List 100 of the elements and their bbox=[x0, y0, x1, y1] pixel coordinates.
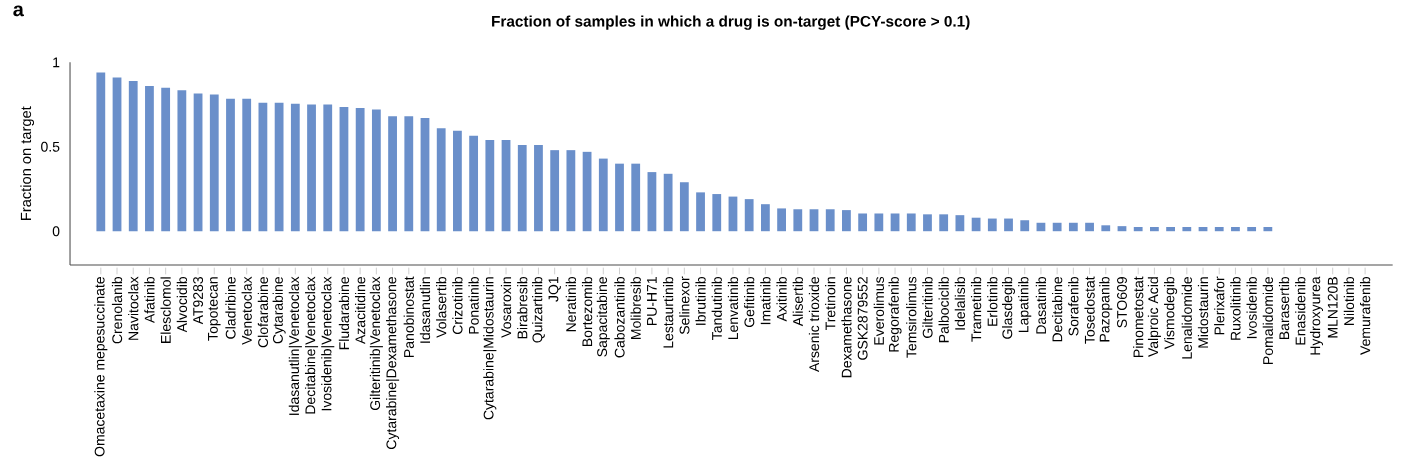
bar bbox=[226, 98, 235, 232]
x-tick-label: Clofarabine bbox=[257, 277, 269, 348]
bar bbox=[858, 213, 868, 232]
bar bbox=[1214, 226, 1224, 232]
x-tick-label: Ivosidenib bbox=[1246, 276, 1257, 339]
x-tick-label: Hydroxyurea bbox=[1309, 276, 1324, 355]
bar bbox=[598, 158, 608, 232]
x-tick-label: Cytarabine|Dexamethasone bbox=[386, 277, 400, 449]
bar bbox=[161, 87, 171, 232]
x-tick-label: Bortezomib bbox=[581, 276, 593, 347]
bar bbox=[663, 173, 673, 232]
x-tick-label: Lapatinib bbox=[1018, 276, 1032, 333]
bar bbox=[1166, 226, 1176, 232]
x-tick-label: Birabresib bbox=[517, 276, 528, 339]
x-tick-label: Cytarabine bbox=[272, 277, 286, 344]
bar bbox=[582, 151, 592, 232]
x-tick-label: Crenolanib bbox=[111, 276, 123, 344]
x-tick-label: Fludarabine bbox=[338, 277, 350, 350]
x-tick-label: Dexamethasone bbox=[841, 277, 852, 378]
x-tick-label: Tretinoin bbox=[825, 277, 836, 330]
x-tick-label: Imatinib bbox=[760, 276, 771, 325]
text: a bbox=[13, 5, 24, 17]
bar bbox=[809, 209, 819, 232]
bar bbox=[1133, 226, 1143, 232]
x-tick-label: Erlotinib bbox=[987, 276, 998, 326]
x-tick-label: Venetoclax bbox=[241, 276, 252, 345]
bar bbox=[906, 213, 916, 232]
bar bbox=[96, 72, 106, 232]
x-tick-label: AT9283 bbox=[193, 276, 204, 325]
bar bbox=[1004, 218, 1013, 232]
x-tick-label: Ivosidenib|Venetoclax bbox=[321, 276, 335, 411]
bar bbox=[615, 163, 624, 232]
bar bbox=[1101, 225, 1111, 232]
x-tick-label: Ruxolitinib bbox=[1230, 276, 1241, 340]
x-tick-label: Cabozantinib bbox=[614, 276, 625, 358]
x-tick-label: Plerixafor bbox=[1214, 276, 1225, 335]
x-tick-label: Lestaurtinib bbox=[662, 276, 674, 348]
bar bbox=[550, 150, 560, 232]
bar bbox=[501, 140, 511, 232]
x-tick-label: Molibresib bbox=[630, 276, 641, 340]
x-tick-label: Cladribine bbox=[225, 277, 236, 339]
bar bbox=[274, 102, 284, 232]
bar bbox=[355, 107, 365, 232]
y-tick-label: 1 bbox=[53, 57, 60, 68]
bar bbox=[842, 210, 851, 232]
x-tick-label: Vosaroxin bbox=[500, 277, 512, 338]
x-tick-label: Ibrutinib bbox=[695, 276, 706, 325]
bar bbox=[1231, 226, 1240, 232]
x-tick-label: Idasanutlin bbox=[419, 277, 431, 343]
x-tick-label: Palbociclib bbox=[938, 276, 949, 343]
x-tick-label: Glasdegib bbox=[1001, 276, 1016, 339]
x-tick-label: Afatinib bbox=[144, 276, 155, 324]
bar bbox=[1020, 220, 1030, 232]
x-tick-label: Neratinib bbox=[565, 276, 577, 332]
bar bbox=[469, 135, 479, 232]
bar bbox=[939, 214, 949, 232]
x-tick-label: Trametinib bbox=[970, 276, 982, 342]
bar bbox=[388, 116, 397, 232]
bar bbox=[696, 192, 705, 232]
x-tick-label: Selinexor bbox=[679, 276, 690, 335]
bar bbox=[793, 209, 803, 232]
bar bbox=[825, 209, 835, 232]
x-tick-label: Idasanutlin|Venetoclax bbox=[288, 276, 302, 415]
x-tick-label: Lenvatinib bbox=[727, 276, 739, 340]
bar bbox=[874, 213, 884, 232]
x-tick-label: Gefitinib bbox=[744, 276, 755, 328]
bar bbox=[760, 204, 770, 232]
x-tick-label: Everolimus bbox=[873, 276, 884, 345]
x-tick-label: Decitabine|Venetoclax bbox=[304, 276, 319, 414]
bar bbox=[1052, 222, 1062, 232]
x-tick-label: Arsenic trioxide bbox=[808, 277, 820, 373]
x-tick-label: Cytarabine|Midostaurin bbox=[483, 277, 497, 420]
x-tick-label: Azacitidine bbox=[355, 277, 366, 345]
bar bbox=[193, 93, 203, 232]
x-tick-label: Decitabine bbox=[1052, 277, 1063, 342]
bar bbox=[890, 213, 900, 232]
y-axis-title: Fraction on target bbox=[20, 106, 35, 220]
bar bbox=[955, 215, 965, 232]
bar bbox=[177, 90, 187, 232]
x-tick-label: Omacetaxine mepesuccinate bbox=[94, 277, 108, 457]
x-tick-label: Enasidenib bbox=[1295, 276, 1306, 345]
x-tick-label: Topotecan bbox=[208, 277, 221, 341]
x-tick-label: Tosedostat bbox=[1084, 276, 1095, 344]
bar bbox=[242, 98, 252, 232]
bar bbox=[258, 102, 268, 232]
x-tick-label: Volasertib bbox=[436, 276, 447, 338]
x-tick-label: Regorafenib bbox=[888, 276, 902, 352]
bar bbox=[679, 182, 689, 232]
bar bbox=[209, 94, 219, 232]
bar bbox=[744, 199, 754, 232]
x-tick-label: Lenalidomide bbox=[1181, 277, 1192, 359]
x-tick-label: JQ1 bbox=[548, 277, 561, 302]
x-tick-label: Midostaurin bbox=[1197, 277, 1209, 348]
bar bbox=[923, 214, 932, 232]
bar bbox=[323, 104, 333, 232]
x-tick-label: Nilotinib bbox=[1343, 276, 1355, 326]
bar bbox=[371, 109, 381, 232]
bar bbox=[1247, 226, 1257, 232]
x-tick-label: Axitinib bbox=[776, 276, 787, 322]
bar bbox=[453, 130, 462, 232]
